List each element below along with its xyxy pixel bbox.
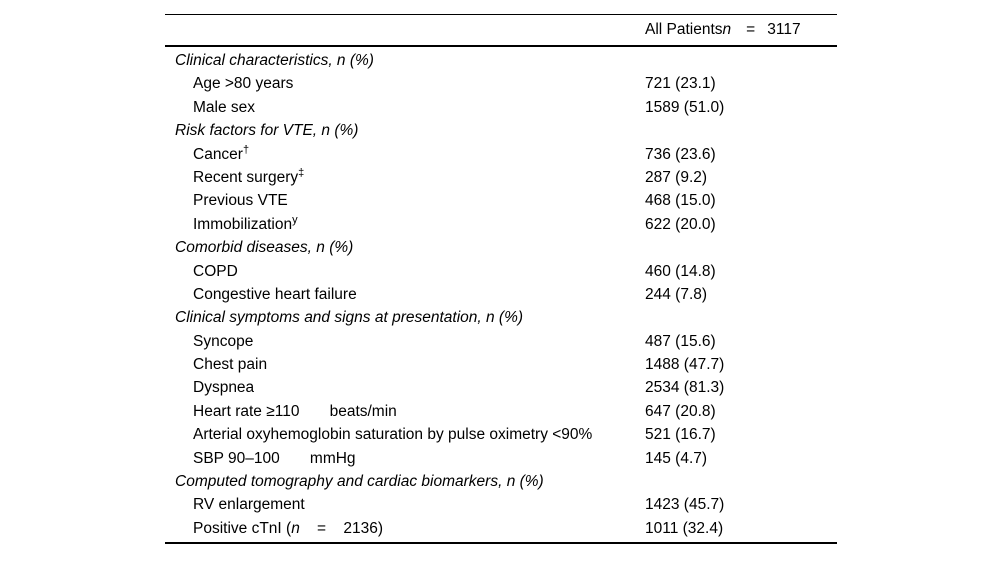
section-title: Risk factors for VTE, n (%) [175, 122, 359, 140]
row-label-text: SBP 90–100 mmHg [193, 449, 356, 467]
row-label-text: Age >80 years [193, 75, 294, 93]
section-header-row: Comorbid diseases, n (%) [165, 236, 837, 259]
row-label: RV enlargement [165, 493, 305, 516]
row-value: 1423 (45.7) [645, 496, 725, 514]
row-label-superscript: y [292, 213, 298, 226]
row-label-text: COPD [193, 262, 238, 280]
row-label-text: Congestive heart failure [193, 285, 357, 303]
row-value: 2534 (81.3) [645, 379, 725, 397]
row-label: Previous VTE [165, 189, 288, 212]
row-label-text: Dyspnea [193, 379, 255, 397]
header-equals-sign: = [746, 21, 756, 38]
row-label-text: Arterial oxyhemoglobin saturation by pul… [193, 426, 593, 444]
row-label-tail: = 2136) [299, 519, 383, 537]
row-value: 468 (15.0) [645, 192, 716, 210]
row-label: COPD [165, 260, 238, 283]
section-title: Comorbid diseases, n (%) [175, 239, 354, 257]
section-header-row: Clinical symptoms and signs at presentat… [165, 306, 837, 329]
row-value: 1589 (51.0) [645, 98, 725, 116]
table-row: Syncope 487 (15.6) [165, 330, 837, 353]
row-label-text: Syncope [193, 332, 254, 350]
section-title: Computed tomography and cardiac biomarke… [175, 473, 544, 491]
section-header-row: Clinical characteristics, n (%) [165, 49, 837, 72]
table-row: Male sex 1589 (51.0) [165, 96, 837, 119]
row-label-text: Recent surgery [193, 168, 299, 186]
row-label: Positive cTnI (n = 2136) [165, 517, 383, 540]
section-title: Clinical characteristics, n (%) [175, 52, 374, 69]
row-value: 721 (23.1) [645, 75, 716, 93]
table-row: Recent surgery‡ 287 (9.2) [165, 166, 837, 189]
row-label: Congestive heart failure [165, 283, 357, 306]
table-row: RV enlargement 1423 (45.7) [165, 493, 837, 516]
row-label-text: RV enlargement [193, 496, 305, 514]
row-label-text: Chest pain [193, 356, 268, 374]
row-label: Cancer† [165, 143, 249, 166]
table-row: COPD 460 (14.8) [165, 260, 837, 283]
table-row: Dyspnea 2534 (81.3) [165, 376, 837, 399]
row-label-text: Cancer [193, 145, 243, 163]
row-value: 487 (15.6) [645, 332, 716, 350]
row-label: Chest pain [165, 353, 267, 376]
table-row: Immobilizationy 622 (20.0) [165, 213, 837, 236]
row-label-text: Heart rate ≥110 beats/min [193, 402, 397, 420]
row-label: Syncope [165, 330, 253, 353]
table-row: Arterial oxyhemoglobin saturation by pul… [165, 423, 837, 446]
row-value: 1011 (32.4) [645, 519, 724, 537]
row-label-superscript: ‡ [298, 166, 305, 179]
row-label: Male sex [165, 96, 255, 119]
table-row: Heart rate ≥110 beats/min 647 (20.8) [165, 400, 837, 423]
row-value: 460 (14.8) [645, 262, 716, 280]
row-label: Heart rate ≥110 beats/min [165, 400, 397, 423]
row-label-text: Previous VTE [193, 192, 288, 210]
row-value: 1488 (47.7) [645, 356, 725, 374]
row-value: 647 (20.8) [645, 402, 716, 420]
header-n-total: 3117 [767, 21, 801, 38]
row-label-superscript: † [242, 143, 250, 156]
header-column-label: All Patients [645, 21, 723, 38]
table-body: Clinical characteristics, n (%) Age >80 … [165, 47, 837, 545]
table-row: Chest pain 1488 (47.7) [165, 353, 837, 376]
section-header-row: Risk factors for VTE, n (%) [165, 119, 837, 142]
row-value: 287 (9.2) [645, 168, 708, 186]
table-header-row: All Patients n = 3117 [165, 15, 837, 47]
table-row: Congestive heart failure 244 (7.8) [165, 283, 837, 306]
section-header-row: Computed tomography and cardiac biomarke… [165, 470, 837, 493]
table-row: Previous VTE 468 (15.0) [165, 189, 837, 212]
row-label: SBP 90–100 mmHg [165, 447, 356, 470]
row-label-text: Positive cTnI ( [193, 519, 292, 537]
row-label-italic-n: n [291, 519, 300, 537]
row-value: 736 (23.6) [645, 145, 716, 163]
row-label-text: Immobilization [193, 215, 293, 233]
patient-characteristics-table: All Patients n = 3117 Clinical characterist… [165, 14, 837, 545]
table-row: SBP 90–100 mmHg 145 (4.7) [165, 447, 837, 470]
row-value: 521 (16.7) [645, 426, 716, 444]
table-row: Cancer† 736 (23.6) [165, 143, 837, 166]
header-n-symbol: n [722, 21, 732, 38]
table-row: Age >80 years 721 (23.1) [165, 72, 837, 95]
section-title: Clinical symptoms and signs at presentat… [175, 309, 524, 327]
row-label: Arterial oxyhemoglobin saturation by pul… [165, 423, 592, 446]
row-value: 622 (20.0) [645, 215, 716, 233]
row-value: 145 (4.7) [645, 449, 708, 467]
table-row: Positive cTnI (n = 2136) 1011 (32.4) [165, 517, 837, 540]
row-label: Dyspnea [165, 376, 254, 399]
row-value: 244 (7.8) [645, 285, 708, 303]
row-label: Age >80 years [165, 72, 293, 95]
row-label: Immobilizationy [165, 213, 298, 236]
row-label: Recent surgery‡ [165, 166, 304, 189]
row-label-text: Male sex [193, 98, 256, 116]
